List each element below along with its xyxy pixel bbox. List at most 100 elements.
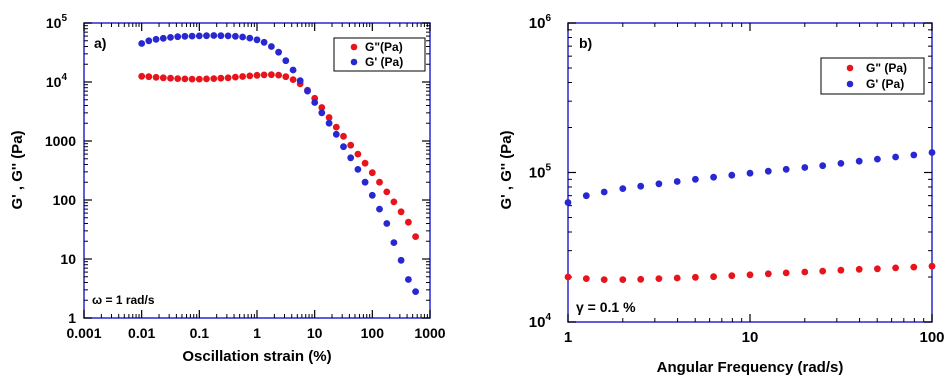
data-point bbox=[232, 32, 239, 40]
data-point bbox=[874, 265, 881, 273]
data-point bbox=[253, 71, 261, 79]
legend-b-marker-g-double-prime bbox=[846, 64, 854, 72]
data-point bbox=[347, 154, 355, 162]
data-point bbox=[268, 43, 275, 50]
data-point bbox=[354, 150, 362, 158]
y-tick-label-a: 10 bbox=[60, 251, 76, 267]
panel-label-a: a) bbox=[94, 35, 106, 51]
data-point bbox=[282, 57, 290, 65]
data-point bbox=[819, 267, 827, 275]
series-b-0 bbox=[564, 262, 936, 283]
legend-b-marker-g-prime bbox=[846, 80, 854, 88]
data-point bbox=[224, 32, 232, 40]
data-point bbox=[910, 151, 918, 159]
data-point bbox=[910, 263, 918, 271]
y-axis-label-a: G' , G'' (Pa) bbox=[9, 130, 26, 209]
data-point bbox=[188, 32, 196, 40]
data-point bbox=[383, 220, 391, 227]
data-point bbox=[325, 114, 333, 121]
y-tick-label-a: 100 bbox=[53, 192, 77, 208]
data-point bbox=[246, 34, 254, 42]
chart-panel-b: b) G" (Pa) G' (Pa) γ = 0.1 % Angular Fre… bbox=[498, 13, 945, 376]
data-point bbox=[167, 74, 174, 82]
data-point bbox=[304, 87, 311, 95]
data-point bbox=[764, 167, 772, 175]
data-point bbox=[145, 73, 153, 81]
data-point bbox=[152, 35, 160, 43]
legend-a: G"(Pa) G' (Pa) bbox=[333, 37, 426, 72]
data-point bbox=[246, 72, 254, 80]
data-point bbox=[289, 76, 297, 83]
data-point bbox=[152, 73, 160, 81]
data-point bbox=[368, 191, 376, 199]
legend-b-label-g-double-prime: G" (Pa) bbox=[866, 61, 907, 75]
data-point bbox=[564, 199, 572, 206]
data-point bbox=[390, 239, 398, 247]
data-point bbox=[405, 276, 412, 283]
data-point bbox=[232, 73, 239, 81]
data-point bbox=[746, 169, 754, 177]
data-point bbox=[159, 74, 167, 82]
x-tick-label-b: 10 bbox=[742, 329, 759, 346]
data-point bbox=[253, 36, 261, 44]
data-point bbox=[892, 264, 899, 272]
data-point bbox=[412, 288, 419, 295]
data-point bbox=[412, 233, 419, 241]
x-axis-label-b: Angular Frequency (rad/s) bbox=[657, 359, 844, 376]
data-point bbox=[296, 77, 304, 85]
data-point bbox=[318, 104, 326, 111]
data-point bbox=[203, 75, 210, 83]
data-point bbox=[318, 109, 326, 117]
y-axis-label-b: G' , G'' (Pa) bbox=[498, 130, 515, 209]
data-point bbox=[874, 155, 881, 163]
data-point bbox=[181, 32, 189, 40]
x-tick-label-a: 0.1 bbox=[190, 325, 210, 341]
minor-ticks-a bbox=[84, 23, 430, 318]
legend-box-a bbox=[333, 37, 426, 72]
series-b-1 bbox=[564, 149, 936, 206]
data-point bbox=[282, 73, 290, 81]
y-tick-label-a: 104 bbox=[46, 72, 68, 90]
data-point bbox=[332, 123, 340, 131]
data-point bbox=[174, 75, 182, 82]
data-point bbox=[210, 32, 218, 39]
data-point bbox=[801, 164, 809, 171]
x-axis-label-a: Oscillation strain (%) bbox=[182, 348, 331, 365]
data-point bbox=[819, 162, 827, 170]
data-point bbox=[582, 192, 590, 200]
data-point bbox=[673, 274, 681, 282]
data-point bbox=[159, 34, 167, 42]
data-point bbox=[655, 180, 663, 188]
x-tick-label-b: 1 bbox=[564, 329, 572, 346]
data-point bbox=[217, 74, 225, 82]
x-tick-label-b: 100 bbox=[919, 329, 944, 346]
data-point bbox=[390, 198, 398, 206]
data-point bbox=[138, 72, 146, 80]
data-point bbox=[928, 262, 936, 270]
data-point bbox=[340, 143, 347, 151]
data-point bbox=[203, 32, 210, 40]
data-point bbox=[210, 75, 218, 82]
legend-a-label-g-prime: G' (Pa) bbox=[365, 55, 403, 69]
x-tick-label-a: 0.001 bbox=[66, 325, 101, 341]
x-tick-label-a: 1000 bbox=[414, 325, 445, 341]
data-point bbox=[692, 273, 699, 281]
y-tick-label-a: 1000 bbox=[45, 133, 76, 149]
data-point bbox=[268, 71, 275, 79]
data-point bbox=[260, 38, 268, 46]
data-point bbox=[728, 272, 736, 280]
annotation-b: γ = 0.1 % bbox=[576, 299, 636, 315]
data-point bbox=[181, 75, 189, 83]
data-point bbox=[217, 32, 225, 40]
y-tick-label-a: 105 bbox=[46, 13, 68, 31]
data-point bbox=[837, 160, 845, 167]
data-point bbox=[332, 130, 340, 138]
annotation-a: ω = 1 rad/s bbox=[92, 293, 155, 307]
data-point bbox=[397, 256, 405, 264]
y-tick-label-b: 105 bbox=[529, 163, 552, 182]
y-tick-label-b: 106 bbox=[529, 13, 552, 32]
data-point bbox=[195, 75, 203, 83]
data-point bbox=[619, 276, 627, 283]
data-point bbox=[368, 169, 376, 177]
